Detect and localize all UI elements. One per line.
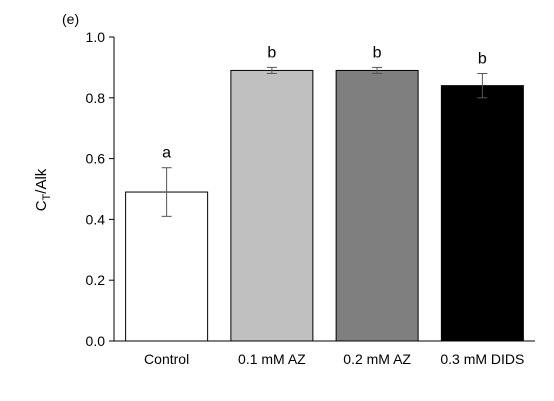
panel-label: (e) — [62, 11, 79, 27]
bar — [335, 69, 419, 342]
y-ticks: 0.0 0.2 0.4 0.6 0.8 1.0 — [86, 29, 114, 349]
y-tick-label: 0.4 — [86, 211, 106, 227]
x-tick-label: 0.2 mM AZ — [343, 351, 411, 367]
significance-letter: b — [373, 44, 382, 61]
x-tick-label: 0.3 mM DIDS — [440, 351, 524, 367]
bar — [230, 69, 314, 342]
significance-letter: b — [478, 50, 487, 67]
x-tick-label: Control — [144, 351, 189, 367]
y-tick-label: 0.6 — [86, 151, 106, 167]
significance-letters: a b b b — [162, 44, 487, 161]
y-tick-label: 1.0 — [86, 29, 106, 45]
x-tick-labels: Control 0.1 mM AZ 0.2 mM AZ 0.3 mM DIDS — [144, 351, 524, 367]
significance-letter: b — [267, 44, 276, 61]
y-tick-label: 0.8 — [86, 90, 106, 106]
bar — [440, 85, 524, 342]
y-axis-label: CT/Alk — [33, 168, 53, 211]
significance-letter: a — [162, 145, 171, 162]
y-tick-label: 0.0 — [86, 333, 106, 349]
bar — [125, 191, 209, 342]
x-tick-label: 0.1 mM AZ — [238, 351, 306, 367]
error-bars — [161, 66, 488, 217]
y-tick-label: 0.2 — [86, 272, 106, 288]
bars — [125, 69, 524, 342]
